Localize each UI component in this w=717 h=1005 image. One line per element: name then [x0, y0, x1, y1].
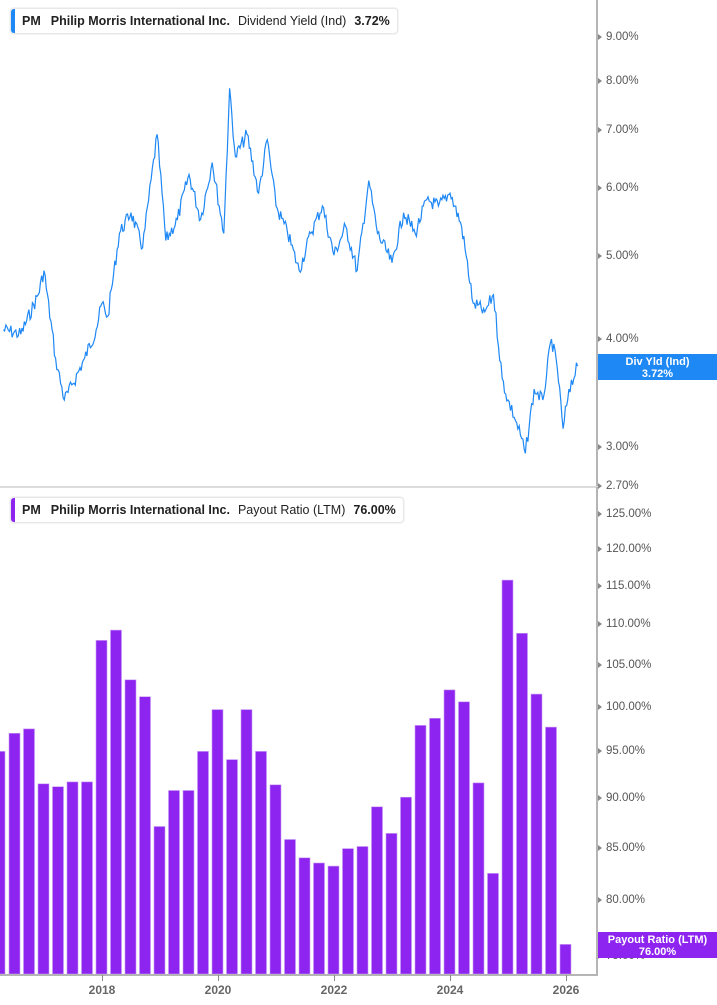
dividend-yield-line-chart — [2, 88, 579, 454]
current-value-metric: Div Yld (Ind) — [625, 356, 690, 368]
tick-mark-icon — [598, 444, 602, 450]
x-tick-mark — [450, 975, 451, 981]
legend-metric: Dividend Yield (Ind) — [237, 14, 347, 28]
x-tick-label: 2024 — [436, 983, 464, 997]
y-tick-label: 6.00% — [598, 182, 639, 194]
tick-mark-icon — [598, 621, 602, 627]
x-tick-label: 2026 — [552, 983, 580, 997]
series-color-swatch — [11, 498, 15, 522]
series-color-swatch — [11, 9, 15, 33]
dividend-yield-line[interactable] — [2, 88, 579, 454]
tick-mark-icon — [598, 583, 602, 589]
y-tick-label: 4.00% — [598, 333, 639, 345]
x-tick-label: 2018 — [88, 983, 116, 997]
tick-mark-icon — [598, 483, 602, 489]
tick-mark-icon — [598, 704, 602, 710]
y-tick-label: 110.00% — [598, 618, 651, 630]
y-tick-label: 120.00% — [598, 543, 651, 555]
y-axis-line — [596, 0, 598, 487]
legend-ticker: PM — [22, 14, 41, 28]
legend-ticker: PM — [22, 503, 41, 517]
current-value-label: Payout Ratio (LTM) 76.00% — [598, 932, 717, 958]
y-tick-label: 85.00% — [598, 842, 645, 854]
y-tick-label: 7.00% — [598, 124, 639, 136]
y-tick-label: 8.00% — [598, 75, 639, 87]
y-tick-label: 5.00% — [598, 250, 639, 262]
current-value-label: Div Yld (Ind) 3.72% — [598, 354, 717, 380]
legend-value: 76.00% — [353, 503, 396, 517]
dividend-yield-panel: PM Philip Morris International Inc. Divi… — [0, 0, 717, 492]
legend-company: Philip Morris International Inc. — [50, 14, 230, 28]
tick-mark-icon — [598, 185, 602, 191]
payout-ratio-legend[interactable]: PM Philip Morris International Inc. Payo… — [10, 497, 404, 523]
current-value-metric: Payout Ratio (LTM) — [607, 934, 708, 946]
tick-mark-icon — [598, 795, 602, 801]
payout-ratio-panel: PM Philip Morris International Inc. Payo… — [0, 487, 717, 1005]
y-tick-label: 90.00% — [598, 792, 645, 804]
y-tick-label: 9.00% — [598, 31, 639, 43]
tick-mark-icon — [598, 336, 602, 342]
tick-mark-icon — [598, 511, 602, 517]
current-value-number: 3.72% — [641, 368, 674, 380]
tick-mark-icon — [598, 897, 602, 903]
tick-mark-icon — [598, 253, 602, 259]
x-tick-mark — [102, 975, 103, 981]
x-tick-label: 2022 — [320, 983, 348, 997]
tick-mark-icon — [598, 546, 602, 552]
legend-metric: Payout Ratio (LTM) — [237, 503, 346, 517]
y-tick-label: 3.00% — [598, 441, 639, 453]
tick-mark-icon — [598, 78, 602, 84]
x-tick-mark — [566, 975, 567, 981]
panel-divider[interactable] — [0, 486, 598, 488]
y-tick-label: 95.00% — [598, 745, 645, 757]
tick-mark-icon — [598, 845, 602, 851]
x-tick-mark — [218, 975, 219, 981]
x-tick-label: 2020 — [204, 983, 232, 997]
y-tick-label: 80.00% — [598, 894, 645, 906]
current-value-number: 76.00% — [638, 946, 677, 958]
dividend-yield-legend[interactable]: PM Philip Morris International Inc. Divi… — [10, 8, 398, 34]
tick-mark-icon — [598, 127, 602, 133]
y-tick-label: 100.00% — [598, 701, 651, 713]
y-tick-label: 2.70% — [598, 480, 639, 492]
y-tick-label: 125.00% — [598, 508, 651, 520]
x-tick-mark — [334, 975, 335, 981]
legend-company: Philip Morris International Inc. — [50, 503, 230, 517]
tick-mark-icon — [598, 662, 602, 668]
y-tick-label: 105.00% — [598, 659, 651, 671]
legend-value: 3.72% — [354, 14, 390, 28]
y-tick-label: 115.00% — [598, 580, 651, 592]
x-axis-line — [0, 974, 598, 976]
tick-mark-icon — [598, 748, 602, 754]
tick-mark-icon — [598, 34, 602, 40]
y-axis-line — [596, 487, 598, 976]
